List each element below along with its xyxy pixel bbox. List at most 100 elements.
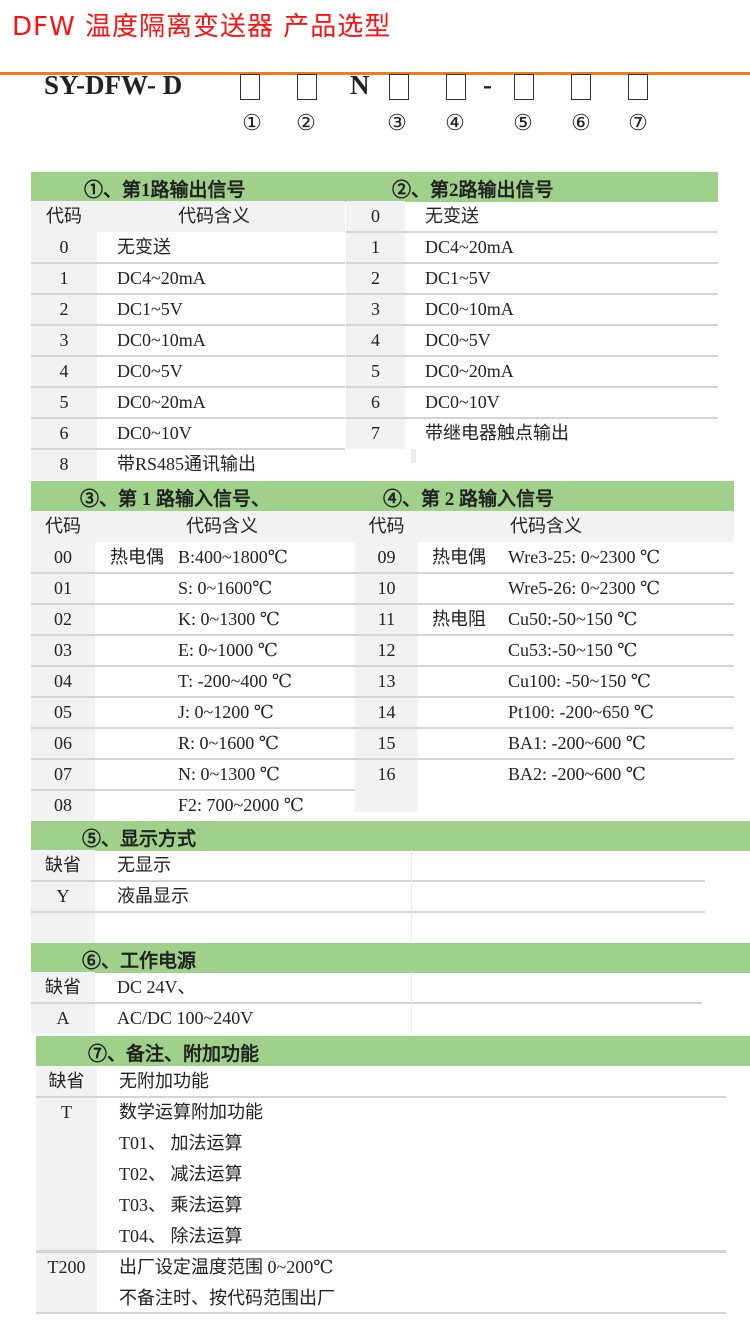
meaning-cell: J: 0~1200 ℃: [178, 702, 274, 722]
code-cell: 2: [371, 268, 380, 288]
code-cell: 01: [54, 578, 72, 598]
meaning-cell: DC1~5V: [117, 299, 183, 319]
row-divider: [355, 634, 734, 636]
meaning-cell: 无变送: [425, 206, 479, 226]
row-divider: [31, 758, 355, 760]
code-cell: 0: [371, 206, 380, 226]
meaning-cell: Pt100: -200~650 ℃: [508, 702, 654, 722]
meaning-cell: T04、 除法运算: [119, 1226, 243, 1246]
meaning-cell: F2: 700~2000 ℃: [178, 795, 304, 815]
section-title: ③、第 1 路输入信号、: [80, 489, 271, 510]
code-cell: 6: [59, 423, 69, 443]
meaning-cell: 无显示: [117, 855, 171, 875]
model-slot-5: [514, 74, 534, 100]
code-cell: 02: [54, 609, 72, 629]
code-cell: 14: [377, 702, 396, 722]
group-cell: 热电阻: [432, 609, 486, 629]
marker-1: ①: [242, 110, 262, 135]
meaning-cell: DC0~10mA: [425, 299, 514, 319]
row-divider: [31, 386, 345, 388]
row-divider: [346, 324, 718, 326]
row-divider: [36, 1096, 726, 1098]
meaning-cell: DC4~20mA: [425, 237, 514, 257]
title-divider: [0, 72, 750, 75]
meaning-cell: 不备注时、按代码范围出厂: [119, 1288, 335, 1308]
code-column-bg: [31, 850, 95, 943]
model-slot-2: [297, 74, 317, 100]
meaning-cell: DC0~10V: [425, 392, 500, 412]
meaning-cell: 带RS485通讯输出: [117, 454, 257, 474]
row-divider: [31, 355, 345, 357]
header-meaning: 代码含义: [186, 516, 258, 536]
meaning-cell: E: 0~1000 ℃: [178, 640, 278, 660]
meaning-cell: T01、 加法运算: [119, 1133, 243, 1153]
row-divider: [355, 572, 734, 574]
meaning-cell: K: 0~1300 ℃: [178, 609, 280, 629]
code-cell: 2: [59, 299, 69, 319]
code-cell: 09: [377, 547, 396, 567]
marker-2: ②: [296, 110, 316, 135]
column-line: [411, 850, 412, 942]
header-code: 代码: [45, 516, 81, 536]
section-title: ⑦、备注、附加功能: [88, 1044, 260, 1065]
meaning-cell: 无附加功能: [119, 1071, 209, 1091]
code-cell: 00: [54, 547, 72, 567]
code-cell: 0: [59, 237, 69, 257]
row-divider: [31, 665, 355, 667]
model-slot-3: [389, 74, 409, 100]
model-n: N: [350, 70, 370, 100]
marker-3: ③: [387, 110, 407, 135]
code-cell: 16: [377, 764, 396, 784]
code-cell: 12: [377, 640, 396, 660]
model-slot-1: [240, 74, 260, 100]
section-header-bar: [31, 481, 734, 511]
row-divider: [346, 262, 718, 264]
row-divider: [36, 1250, 726, 1252]
marker-4: ④: [445, 110, 465, 135]
row-divider: [346, 355, 718, 357]
code-column-bg: [36, 1066, 97, 1314]
row-divider: [31, 417, 345, 419]
code-column-bg: [31, 542, 95, 821]
meaning-cell: DC0~5V: [425, 330, 491, 350]
code-cell: 1: [59, 268, 69, 288]
section-title: ⑤、显示方式: [82, 829, 197, 850]
meaning-cell: T02、 减法运算: [119, 1164, 243, 1184]
marker-5: ⑤: [513, 110, 533, 135]
code-cell: 07: [54, 764, 72, 784]
meaning-cell: DC 24V、: [117, 977, 196, 997]
code-cell: 5: [59, 392, 69, 412]
code-cell: 1: [371, 237, 380, 257]
code-cell: 08: [54, 795, 72, 815]
model-dash: -: [483, 70, 492, 100]
table-header-bg: [31, 511, 355, 542]
section-header-bar: [31, 943, 750, 973]
meaning-cell: DC0~10V: [117, 423, 192, 443]
row-divider: [355, 696, 734, 698]
row-divider: [355, 603, 734, 605]
group-cell: 热电偶: [432, 547, 486, 567]
meaning-cell: 带继电器触点输出: [425, 423, 569, 443]
meaning-cell: N: 0~1300 ℃: [178, 764, 280, 784]
header-meaning: 代码含义: [178, 206, 250, 226]
section-title: ④、第 2 路输入信号: [383, 489, 555, 510]
code-cell: 缺省: [45, 855, 81, 875]
section-title: ⑥、工作电源: [82, 951, 197, 972]
meaning-cell: B:400~1800℃: [178, 547, 288, 567]
row-divider: [31, 262, 345, 264]
code-cell: 13: [377, 671, 396, 691]
code-cell: 8: [59, 454, 69, 474]
table-header-bg: [31, 201, 345, 232]
row-divider: [31, 603, 355, 605]
row-divider: [355, 758, 734, 760]
row-divider: [36, 1251, 726, 1253]
section-header-bar: [31, 172, 718, 202]
code-cell: T: [61, 1102, 72, 1122]
code-cell: 15: [377, 733, 396, 753]
row-divider: [31, 1002, 702, 1004]
meaning-cell: DC0~10mA: [117, 330, 206, 350]
code-cell: 6: [371, 392, 380, 412]
row-divider: [31, 448, 345, 450]
code-cell: 缺省: [48, 1071, 85, 1091]
code-cell: 3: [371, 299, 380, 319]
